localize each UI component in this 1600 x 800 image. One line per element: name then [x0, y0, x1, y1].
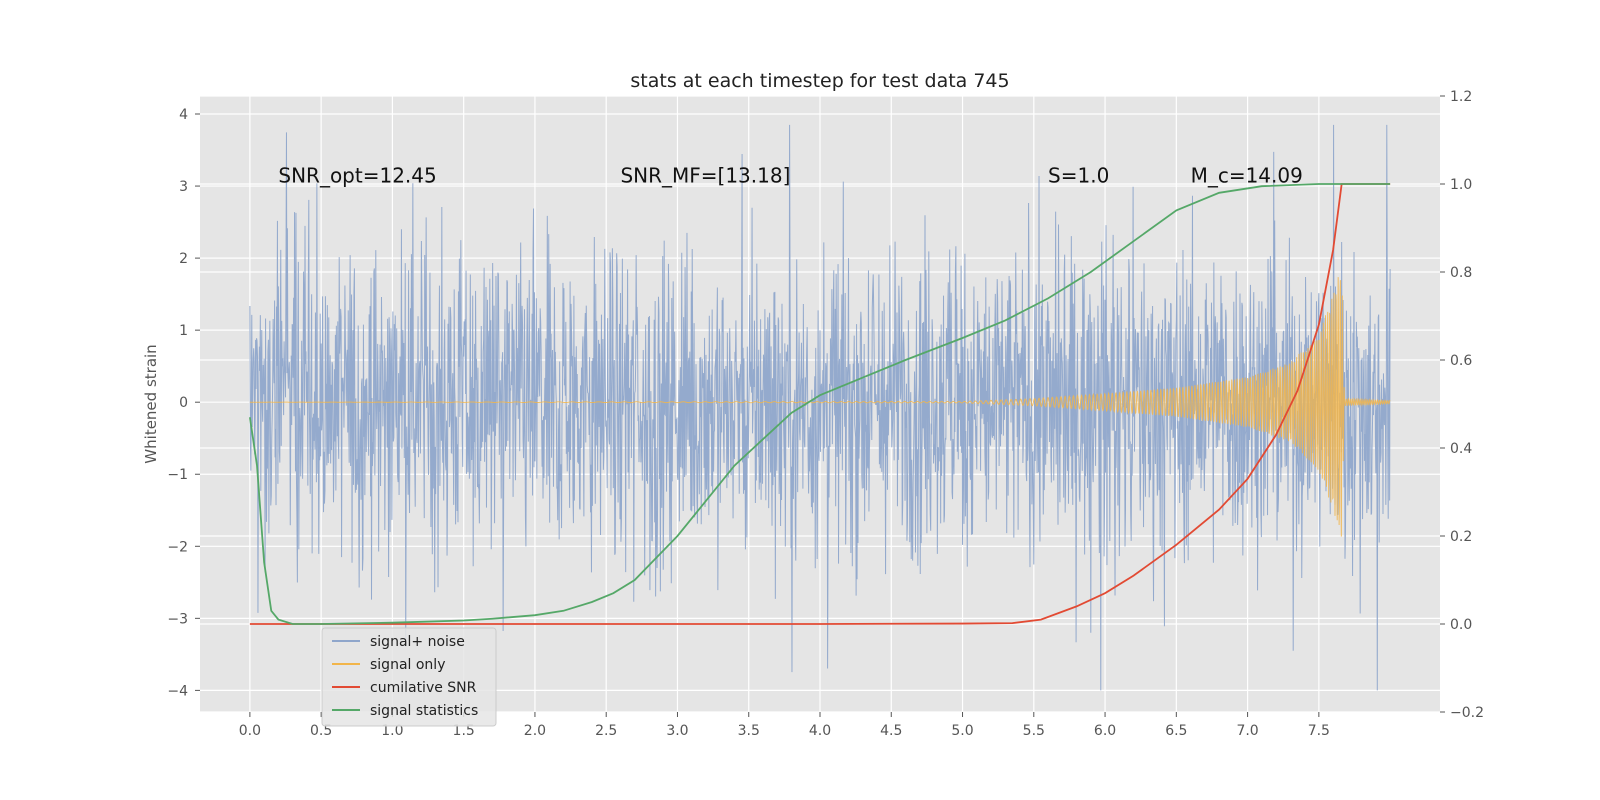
series-signal-noise [249, 124, 1391, 691]
x-tick-label: 3.0 [666, 723, 688, 739]
y-tick-label: −4 [167, 683, 188, 699]
y2-tick-label: −0.2 [1450, 705, 1484, 721]
x-tick-label: 2.0 [524, 723, 546, 739]
y-axis-label: Whitened strain [142, 344, 160, 463]
y-tick-label: 1 [179, 323, 188, 339]
annotation-0: SNR_opt=12.45 [278, 163, 436, 187]
y2-tick-label: 0.0 [1450, 617, 1472, 633]
annotations: SNR_opt=12.45 SNR_MF=[13.18] S=1.0 M_c=14.0… [278, 163, 1302, 187]
x-tick-label: 5.0 [951, 723, 973, 739]
legend-entry: signal statistics [370, 703, 478, 719]
y-tick-label: 2 [179, 251, 188, 267]
x-tick-label: 1.5 [453, 723, 475, 739]
x-tick-label: 7.5 [1308, 723, 1330, 739]
y-tick-label: −2 [167, 539, 188, 555]
x-tick-label: 4.0 [809, 723, 831, 739]
annotation-1: SNR_MF=[13.18] [620, 163, 790, 187]
series-line-signal-statistics [248, 183, 1391, 625]
legend-entry: cumilative SNR [370, 680, 477, 696]
legend-entry: signal+ noise [370, 634, 465, 650]
y-tick-label: −3 [167, 611, 188, 627]
y2-tick-label: 0.8 [1450, 265, 1472, 281]
legend-box [321, 627, 497, 727]
y-tick-label: 0 [179, 395, 188, 411]
series-lines [248, 183, 1391, 625]
y-tick-label: −1 [167, 467, 188, 483]
y2-tick-label: 0.6 [1450, 353, 1472, 369]
y2-tick-label: 1.0 [1450, 177, 1472, 193]
axes: 0.0 0.5 1.0 1.5 2.0 2.5 3.0 3.5 4.0 4.5 5.0 5.5 6.0 6… [167, 89, 1484, 739]
annotation-2: S=1.0 [1048, 163, 1109, 187]
y2-tick-label: 0.2 [1450, 529, 1472, 545]
x-tick-label: 5.5 [1023, 723, 1045, 739]
x-tick-label: 2.5 [595, 723, 617, 739]
legend: signal+ noise signal only cumilative SNR si… [321, 627, 497, 727]
series-signal-only [249, 277, 1391, 537]
legend-entry: signal only [370, 657, 445, 673]
y-tick-label: 3 [179, 179, 188, 195]
y2-tick-label: 0.4 [1450, 441, 1472, 457]
y2-tick-label: 1.2 [1450, 89, 1472, 105]
series-line-signal-noise [249, 124, 1391, 691]
x-tick-label: 6.0 [1094, 723, 1116, 739]
x-tick-label: 0.0 [239, 723, 261, 739]
series-line-signal-only [249, 277, 1391, 537]
chart-title: stats at each timestep for test data 745 [630, 70, 1009, 92]
x-tick-label: 4.5 [880, 723, 902, 739]
x-tick-label: 0.5 [310, 723, 332, 739]
x-tick-label: 6.5 [1165, 723, 1187, 739]
annotation-3: M_c=14.09 [1191, 163, 1303, 187]
y-tick-label: 4 [179, 107, 188, 123]
x-tick-label: 3.5 [738, 723, 760, 739]
x-tick-label: 1.0 [381, 723, 403, 739]
x-tick-label: 7.0 [1236, 723, 1258, 739]
series-line-cumulative-snr [249, 183, 1391, 625]
